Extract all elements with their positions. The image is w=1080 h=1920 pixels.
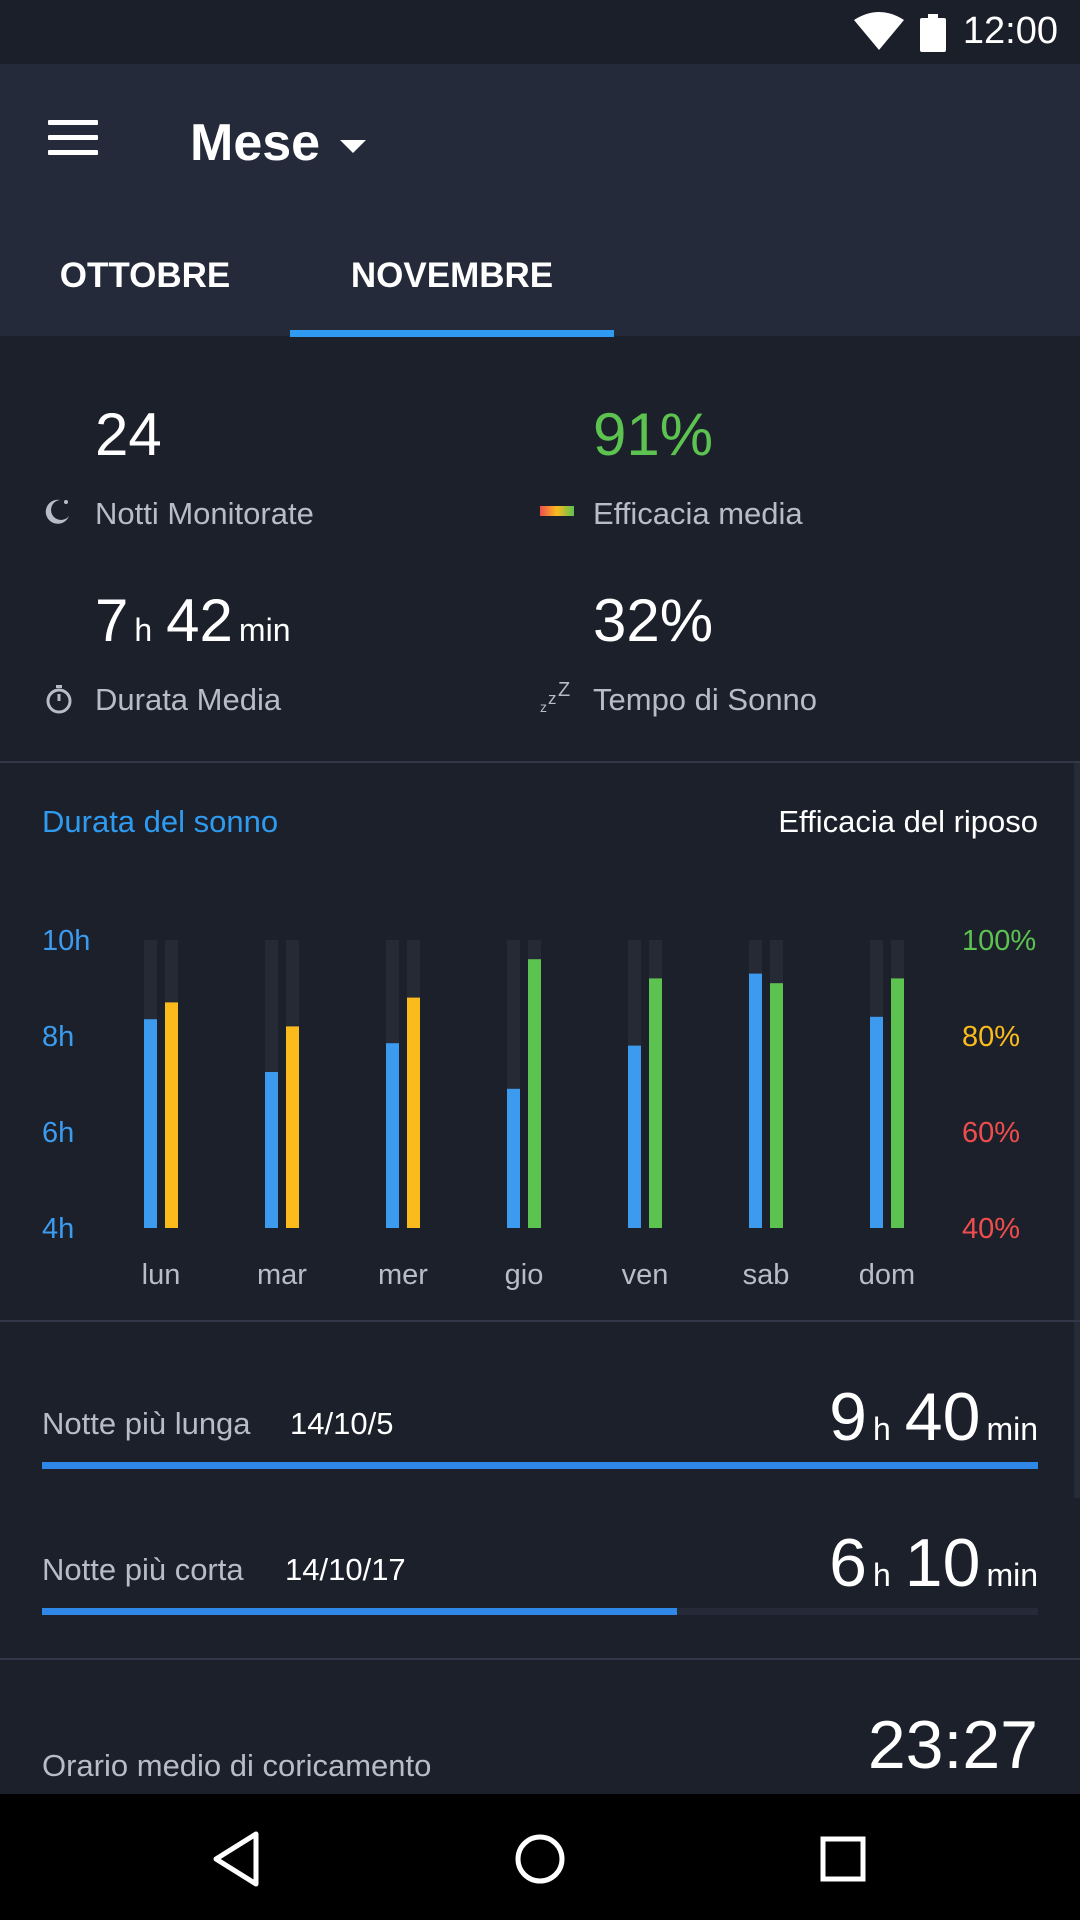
records-panel: Notte più lunga 14/10/5 9 h 40 min Notte pi… bbox=[0, 1322, 1080, 1656]
efficiency-bar bbox=[286, 1026, 299, 1228]
x-axis-tick: sab bbox=[743, 1259, 790, 1291]
sleep-chart: 10h 8h 6h 4h 100% 80% 60% 40% lun mar mer gio ven sab… bbox=[0, 764, 1080, 1320]
efficiency-bar bbox=[407, 997, 420, 1228]
divider bbox=[0, 761, 1080, 763]
minutes-value: 10 bbox=[904, 1525, 981, 1601]
left-axis-tick: 10h bbox=[42, 925, 90, 957]
duration-bar bbox=[749, 973, 762, 1228]
shortest-night-bar bbox=[42, 1608, 1038, 1615]
stopwatch-icon bbox=[46, 685, 72, 714]
chart-tab-efficiency[interactable]: Efficacia del riposo bbox=[778, 804, 1038, 839]
home-icon[interactable] bbox=[505, 1824, 575, 1894]
duration-bar bbox=[265, 1072, 278, 1228]
shortest-night-label: Notte più corta bbox=[42, 1552, 244, 1587]
minutes-unit: min bbox=[238, 612, 291, 648]
svg-text:Z: Z bbox=[558, 680, 570, 701]
longest-night-value: 9 h 40 min bbox=[829, 1378, 1038, 1456]
x-axis-tick: mar bbox=[257, 1259, 307, 1291]
left-axis-tick: 6h bbox=[42, 1117, 74, 1149]
minutes-unit: min bbox=[986, 1557, 1038, 1593]
x-axis-tick: gio bbox=[505, 1259, 544, 1291]
period-dropdown[interactable]: Mese bbox=[190, 108, 367, 178]
app-bar: Mese bbox=[0, 64, 1080, 336]
tab-indicator bbox=[290, 330, 614, 337]
divider bbox=[0, 1320, 1080, 1322]
tab-ottobre[interactable]: OTTOBRE bbox=[30, 170, 260, 295]
right-axis-tick: 40% bbox=[962, 1213, 1020, 1245]
duration-bar bbox=[144, 1019, 157, 1228]
scrollbar bbox=[1074, 338, 1080, 1498]
dropdown-arrow-icon bbox=[340, 139, 367, 153]
stats-panel: 24 Notti Monitorate 91% Efficacia media … bbox=[0, 338, 1080, 762]
longest-night-date: 14/10/5 bbox=[290, 1406, 394, 1441]
longest-night-bar bbox=[42, 1462, 1038, 1469]
efficiency-bar bbox=[891, 978, 904, 1228]
back-icon[interactable] bbox=[202, 1824, 272, 1894]
right-axis-tick: 60% bbox=[962, 1117, 1020, 1149]
tab-novembre[interactable]: NOVEMBRE bbox=[290, 170, 614, 295]
clock: 12:00 bbox=[962, 10, 1058, 52]
tab-label: NOVEMBRE bbox=[350, 256, 554, 295]
status-bar: 12:00 bbox=[0, 0, 1080, 64]
efficiency-label: Efficacia media bbox=[593, 496, 803, 531]
right-axis-tick: 80% bbox=[962, 1021, 1020, 1053]
minutes-value: 42 bbox=[166, 587, 233, 654]
avg-duration-label: Durata Media bbox=[95, 682, 282, 717]
nights-value: 24 bbox=[95, 401, 162, 468]
avg-duration-value: 7 h 42 min bbox=[95, 586, 304, 655]
moon-icon bbox=[45, 499, 69, 524]
duration-bar bbox=[870, 1016, 883, 1228]
svg-text:z: z bbox=[540, 699, 547, 714]
right-axis-tick: 100% bbox=[962, 925, 1036, 957]
efficiency-bar bbox=[165, 1002, 178, 1228]
hours-value: 6 bbox=[829, 1525, 867, 1601]
efficiency-bar bbox=[649, 978, 662, 1228]
shortest-night-value: 6 h 10 min bbox=[829, 1524, 1038, 1602]
chart-tab-duration[interactable]: Durata del sonno bbox=[42, 804, 279, 839]
longest-night-bar-fill bbox=[42, 1462, 1038, 1469]
recents-icon[interactable] bbox=[808, 1824, 878, 1894]
hours-unit: h bbox=[134, 612, 153, 648]
tab-label: OTTOBRE bbox=[59, 256, 231, 295]
x-axis-tick: ven bbox=[622, 1259, 669, 1291]
zzz-icon: z z Z bbox=[540, 680, 570, 714]
shortest-night-bar-fill bbox=[42, 1608, 678, 1615]
wifi-icon bbox=[854, 12, 904, 50]
hours-value: 7 bbox=[95, 587, 129, 654]
minutes-unit: min bbox=[986, 1411, 1038, 1447]
sleep-time-label: Tempo di Sonno bbox=[593, 682, 818, 717]
efficiency-bar bbox=[528, 959, 541, 1228]
nights-label: Notti Monitorate bbox=[95, 496, 314, 531]
hours-value: 9 bbox=[829, 1379, 867, 1455]
x-axis-tick: mer bbox=[378, 1259, 428, 1291]
navigation-bar bbox=[0, 1794, 1080, 1920]
duration-bar bbox=[507, 1088, 520, 1228]
hours-unit: h bbox=[873, 1557, 891, 1593]
bedtime-label: Orario medio di coricamento bbox=[42, 1748, 432, 1783]
battery-icon bbox=[920, 14, 946, 52]
shortest-night-date: 14/10/17 bbox=[285, 1552, 406, 1587]
x-axis-tick: lun bbox=[142, 1259, 181, 1291]
svg-text:z: z bbox=[548, 689, 557, 708]
efficiency-value: 91% bbox=[593, 401, 714, 468]
minutes-value: 40 bbox=[904, 1379, 981, 1455]
sleep-time-value: 32% bbox=[593, 587, 714, 654]
left-axis-tick: 4h bbox=[42, 1213, 74, 1245]
efficiency-gradient-icon bbox=[540, 506, 574, 516]
longest-night-label: Notte più lunga bbox=[42, 1406, 251, 1441]
left-axis-tick: 8h bbox=[42, 1021, 74, 1053]
duration-bar bbox=[628, 1045, 641, 1228]
x-axis-tick: dom bbox=[859, 1259, 915, 1291]
period-label: Mese bbox=[190, 114, 321, 172]
divider bbox=[0, 1658, 1080, 1660]
efficiency-bar bbox=[770, 983, 783, 1228]
bedtime-value: 23:27 bbox=[867, 1707, 1038, 1783]
duration-bar bbox=[386, 1043, 399, 1228]
chart-canvas: 10h 8h 6h 4h 100% 80% 60% 40% lun mar mer gio ven sab… bbox=[42, 925, 1036, 1291]
hours-unit: h bbox=[873, 1411, 891, 1447]
menu-icon[interactable] bbox=[48, 120, 98, 164]
